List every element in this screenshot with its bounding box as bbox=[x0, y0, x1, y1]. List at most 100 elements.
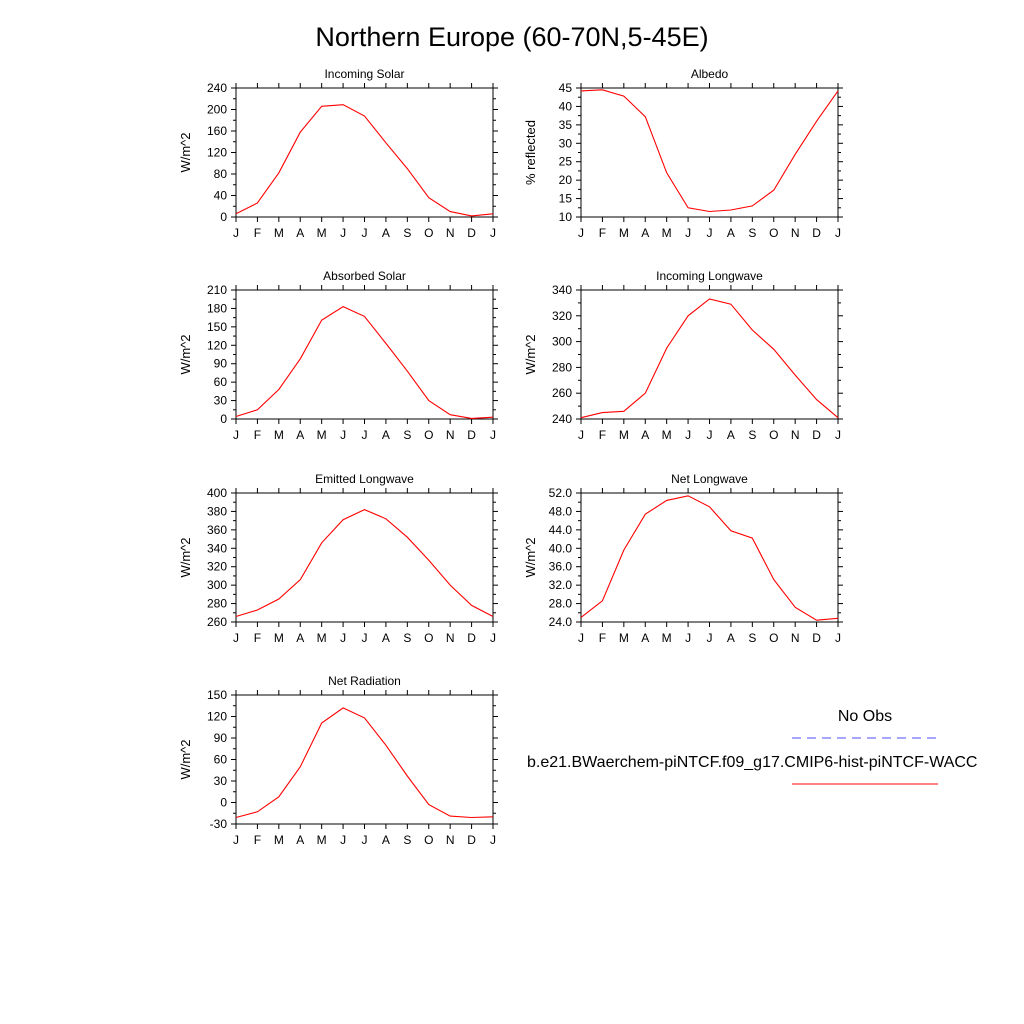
y-tick-label: 120 bbox=[207, 338, 227, 352]
chart-title: Emitted Longwave bbox=[315, 472, 414, 486]
legend-obs-label: No Obs bbox=[838, 708, 892, 725]
y-tick-label: 52.0 bbox=[549, 486, 573, 500]
x-tick-label: J bbox=[490, 833, 496, 847]
y-tick-label: 25 bbox=[559, 155, 573, 169]
plot-frame bbox=[235, 87, 494, 218]
y-tick-label: 80 bbox=[214, 167, 228, 181]
y-axis-label: W/m^2 bbox=[523, 537, 538, 577]
x-tick-label: D bbox=[467, 833, 476, 847]
chart-emitted-longwave: Emitted Longwave 260 280 300 320 340 360 380 400… bbox=[178, 472, 498, 645]
y-tick-label: 40 bbox=[214, 189, 228, 203]
x-tick-label: M bbox=[317, 226, 327, 240]
x-tick-label: J bbox=[835, 428, 841, 442]
y-axis-label: W/m^2 bbox=[523, 334, 538, 374]
series-line bbox=[580, 89, 839, 213]
x-tick-label: J bbox=[707, 226, 713, 240]
y-tick-label: 280 bbox=[207, 597, 227, 611]
y-tick-label: 90 bbox=[214, 357, 228, 371]
y-tick-label: 300 bbox=[552, 335, 572, 349]
y-axis-label: W/m^2 bbox=[178, 334, 193, 374]
figure-title: Northern Europe (60-70N,5-45E) bbox=[315, 22, 708, 52]
x-tick-label: M bbox=[662, 631, 672, 645]
x-tick-label: A bbox=[382, 226, 390, 240]
x-tick-label: M bbox=[662, 428, 672, 442]
y-tick-label: 32.0 bbox=[549, 578, 573, 592]
y-tick-label: 28.0 bbox=[549, 597, 573, 611]
plot-frame bbox=[235, 492, 494, 623]
x-tick-label: J bbox=[578, 226, 584, 240]
y-tick-label: 120 bbox=[207, 146, 227, 160]
x-tick-label: A bbox=[296, 833, 304, 847]
x-tick-label: N bbox=[446, 833, 455, 847]
y-tick-label: 40 bbox=[559, 99, 573, 113]
y-tick-label: 35 bbox=[559, 118, 573, 132]
y-tick-label: 280 bbox=[552, 360, 572, 374]
y-axis-label: W/m^2 bbox=[178, 537, 193, 577]
y-tick-label: 210 bbox=[207, 283, 227, 297]
x-tick-label: M bbox=[317, 631, 327, 645]
x-tick-label: D bbox=[812, 428, 821, 442]
y-tick-label: 30 bbox=[214, 394, 228, 408]
y-axis-label: W/m^2 bbox=[178, 132, 193, 172]
series-line bbox=[235, 305, 494, 419]
y-tick-label: 340 bbox=[552, 283, 572, 297]
y-axis-label: % reflected bbox=[523, 120, 538, 185]
y-tick-label: 30 bbox=[559, 136, 573, 150]
legend: No Obs b.e21.BWaerchem-piNTCF.f09_g17.CM… bbox=[527, 708, 977, 785]
y-tick-label: 40.0 bbox=[549, 541, 573, 555]
y-tick-label: 300 bbox=[207, 578, 227, 592]
x-tick-label: D bbox=[467, 428, 476, 442]
x-tick-label: J bbox=[685, 428, 691, 442]
y-axis-label: W/m^2 bbox=[178, 739, 193, 779]
x-tick-label: J bbox=[835, 226, 841, 240]
x-tick-label: A bbox=[382, 631, 390, 645]
x-tick-label: J bbox=[835, 631, 841, 645]
y-tick-label: 60 bbox=[214, 753, 228, 767]
series-line bbox=[580, 495, 839, 621]
y-tick-label: -30 bbox=[210, 817, 228, 831]
x-tick-label: N bbox=[791, 428, 800, 442]
chart-title: Net Radiation bbox=[328, 674, 401, 688]
x-tick-label: S bbox=[403, 226, 411, 240]
x-tick-label: M bbox=[619, 226, 629, 240]
x-tick-label: N bbox=[791, 631, 800, 645]
x-tick-label: J bbox=[578, 631, 584, 645]
y-tick-label: 180 bbox=[207, 301, 227, 315]
x-tick-label: A bbox=[382, 833, 390, 847]
x-tick-label: O bbox=[769, 428, 778, 442]
x-tick-label: J bbox=[362, 833, 368, 847]
x-tick-label: S bbox=[403, 631, 411, 645]
y-tick-label: 90 bbox=[214, 731, 228, 745]
series-line bbox=[235, 104, 494, 217]
x-tick-label: A bbox=[296, 226, 304, 240]
plot-frame bbox=[235, 289, 494, 420]
x-tick-label: J bbox=[340, 428, 346, 442]
y-tick-label: 0 bbox=[220, 796, 227, 810]
plot-frame bbox=[235, 694, 494, 825]
chart-net-longwave: Net Longwave 24.0 28.0 32.0 36.0 40.0 44.0 48.0… bbox=[523, 472, 843, 645]
x-tick-label: M bbox=[317, 428, 327, 442]
plot-frame bbox=[580, 492, 839, 623]
x-tick-label: N bbox=[446, 631, 455, 645]
x-tick-label: J bbox=[707, 428, 713, 442]
x-tick-label: M bbox=[619, 631, 629, 645]
chart-title: Absorbed Solar bbox=[323, 269, 406, 283]
x-tick-label: O bbox=[424, 226, 433, 240]
y-tick-label: 60 bbox=[214, 375, 228, 389]
plot-frame bbox=[580, 289, 839, 420]
x-tick-label: O bbox=[769, 631, 778, 645]
x-tick-label: J bbox=[362, 428, 368, 442]
y-tick-label: 380 bbox=[207, 504, 227, 518]
x-tick-label: F bbox=[254, 428, 261, 442]
x-tick-label: F bbox=[254, 226, 261, 240]
x-tick-label: S bbox=[403, 833, 411, 847]
x-tick-label: A bbox=[727, 428, 735, 442]
x-tick-label: F bbox=[599, 226, 606, 240]
y-tick-label: 0 bbox=[220, 412, 227, 426]
